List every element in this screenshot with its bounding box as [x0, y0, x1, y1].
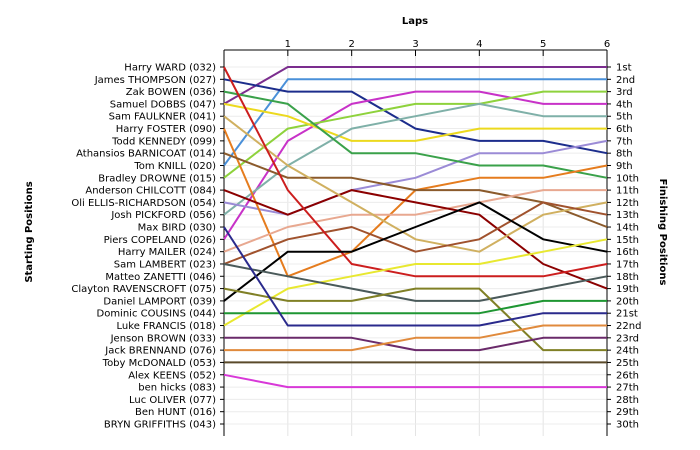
finishing-position-label: 17th — [616, 259, 639, 270]
starting-position-label: Oli ELLIS-RICHARDSON (054) — [71, 198, 216, 209]
series-lines — [223, 66, 608, 389]
finishing-position-label: 29th — [616, 407, 639, 418]
starting-position-label: Zak BOWEN (036) — [126, 87, 216, 98]
x-axis-title: Laps — [402, 16, 428, 27]
finishing-position-label: 22nd — [616, 321, 641, 332]
finishing-position-label: 6th — [616, 124, 633, 135]
starting-position-label: Max BIRD (030) — [138, 223, 216, 234]
finishing-position-label: 10th — [616, 173, 639, 184]
right-axis-title: Finishing Positions — [657, 179, 668, 286]
finishing-position-label: 23rd — [616, 333, 639, 344]
finishing-position-label: 30th — [616, 420, 639, 431]
plot-frame — [220, 49, 611, 436]
finishing-position-label: 8th — [616, 149, 633, 160]
finishing-position-label: 7th — [616, 136, 633, 147]
series-line — [223, 238, 608, 327]
x-tick-label: 3 — [412, 39, 418, 50]
left-axis-title: Starting Positions — [24, 181, 35, 282]
starting-position-label: Sam FAULKNER (041) — [109, 112, 216, 123]
finishing-position-label: 18th — [616, 272, 639, 283]
starting-position-label: Harry FOSTER (090) — [116, 124, 216, 135]
finishing-position-label: 3rd — [616, 87, 633, 98]
finishing-position-label: 14th — [616, 223, 639, 234]
finishing-position-label: 12th — [616, 198, 639, 209]
x-tick-label: 6 — [604, 39, 610, 50]
starting-position-label: Anderson CHILCOTT (084) — [85, 186, 216, 197]
series-line — [223, 263, 608, 302]
finishing-position-label: 1st — [616, 63, 632, 74]
series-line — [223, 90, 607, 179]
series-line — [223, 90, 608, 179]
starting-position-label: Josh PICKFORD (056) — [110, 210, 216, 221]
finishing-position-label: 9th — [616, 161, 633, 172]
finishing-position-label: 13th — [616, 210, 639, 221]
series-line — [224, 336, 607, 352]
starting-position-label: Jack BRENNAND (076) — [104, 346, 216, 357]
starting-position-label: Harry MAILER (024) — [118, 247, 216, 258]
grid-lines — [224, 50, 607, 436]
starting-position-label: Clayton RAVENSCROFT (075) — [71, 284, 216, 295]
starting-position-label: Todd KENNEDY (099) — [111, 136, 216, 147]
x-tick-label: 2 — [348, 39, 354, 50]
left-driver-labels: Harry WARD (032)James THOMPSON (027)Zak … — [71, 63, 216, 431]
series-line — [223, 226, 607, 327]
series-line — [224, 324, 607, 352]
x-tick-labels: 1 2 3 4 5 6 — [285, 39, 611, 50]
series-line — [223, 287, 607, 352]
starting-position-label: James THOMPSON (027) — [94, 75, 216, 86]
finishing-position-label: 24th — [616, 346, 639, 357]
starting-position-label: Luke FRANCIS (018) — [117, 321, 217, 332]
starting-position-label: Jenson BROWN (033) — [110, 333, 216, 344]
starting-position-label: BRYN GRIFFITHS (043) — [104, 420, 216, 431]
starting-position-label: Piers COPELAND (026) — [104, 235, 216, 246]
starting-position-label: Luc OLIVER (077) — [129, 395, 216, 406]
series-line — [223, 66, 607, 105]
series-line — [223, 189, 607, 253]
finishing-position-label: 2nd — [616, 75, 635, 86]
series-line — [223, 78, 608, 155]
series-line — [223, 201, 608, 265]
series-line — [224, 299, 607, 315]
series-line — [223, 373, 607, 389]
starting-position-label: Tom KNILL (020) — [133, 161, 216, 172]
finishing-position-label: 21st — [616, 309, 638, 320]
starting-position-label: Sam LAMBERT (023) — [114, 259, 216, 270]
series-line — [223, 201, 608, 302]
starting-position-label: Daniel LAMPORT (039) — [103, 296, 216, 307]
finishing-position-label: 16th — [616, 247, 639, 258]
right-finish-labels: 1st2nd3rd4th5th6th7th8th9th10th11th12th1… — [616, 63, 641, 431]
starting-position-label: Matteo ZANETTI (046) — [105, 272, 216, 283]
x-tick-label: 1 — [285, 39, 291, 50]
starting-position-label: Bradley DROWNE (015) — [98, 173, 216, 184]
series-line — [223, 66, 608, 278]
starting-position-label: Athansios BARNICOAT (014) — [76, 149, 216, 160]
starting-position-label: Toby McDONALD (053) — [102, 358, 216, 369]
finishing-position-label: 25th — [616, 358, 639, 369]
starting-position-label: Ben HUNT (016) — [135, 407, 216, 418]
starting-position-label: Alex KEENS (052) — [128, 370, 216, 381]
starting-position-label: Samuel DOBBS (047) — [110, 99, 216, 110]
finishing-position-label: 4th — [616, 99, 633, 110]
series-line — [223, 102, 607, 142]
series-line — [223, 78, 607, 167]
finishing-position-label: 20th — [616, 296, 639, 307]
starting-position-label: ben hicks (083) — [138, 383, 216, 394]
x-tick-label: 4 — [476, 39, 482, 50]
finishing-position-label: 28th — [616, 395, 639, 406]
finishing-position-label: 5th — [616, 112, 633, 123]
series-line — [223, 90, 607, 240]
finishing-position-label: 11th — [616, 186, 639, 197]
finishing-position-label: 19th — [616, 284, 639, 295]
finishing-position-label: 26th — [616, 370, 639, 381]
x-tick-label: 5 — [540, 39, 546, 50]
finishing-position-label: 27th — [616, 383, 639, 394]
finishing-position-label: 15th — [616, 235, 639, 246]
starting-position-label: Harry WARD (032) — [124, 63, 216, 74]
starting-position-label: Dominic COUSINS (044) — [97, 309, 217, 320]
series-line — [223, 115, 608, 253]
series-line — [223, 189, 608, 290]
